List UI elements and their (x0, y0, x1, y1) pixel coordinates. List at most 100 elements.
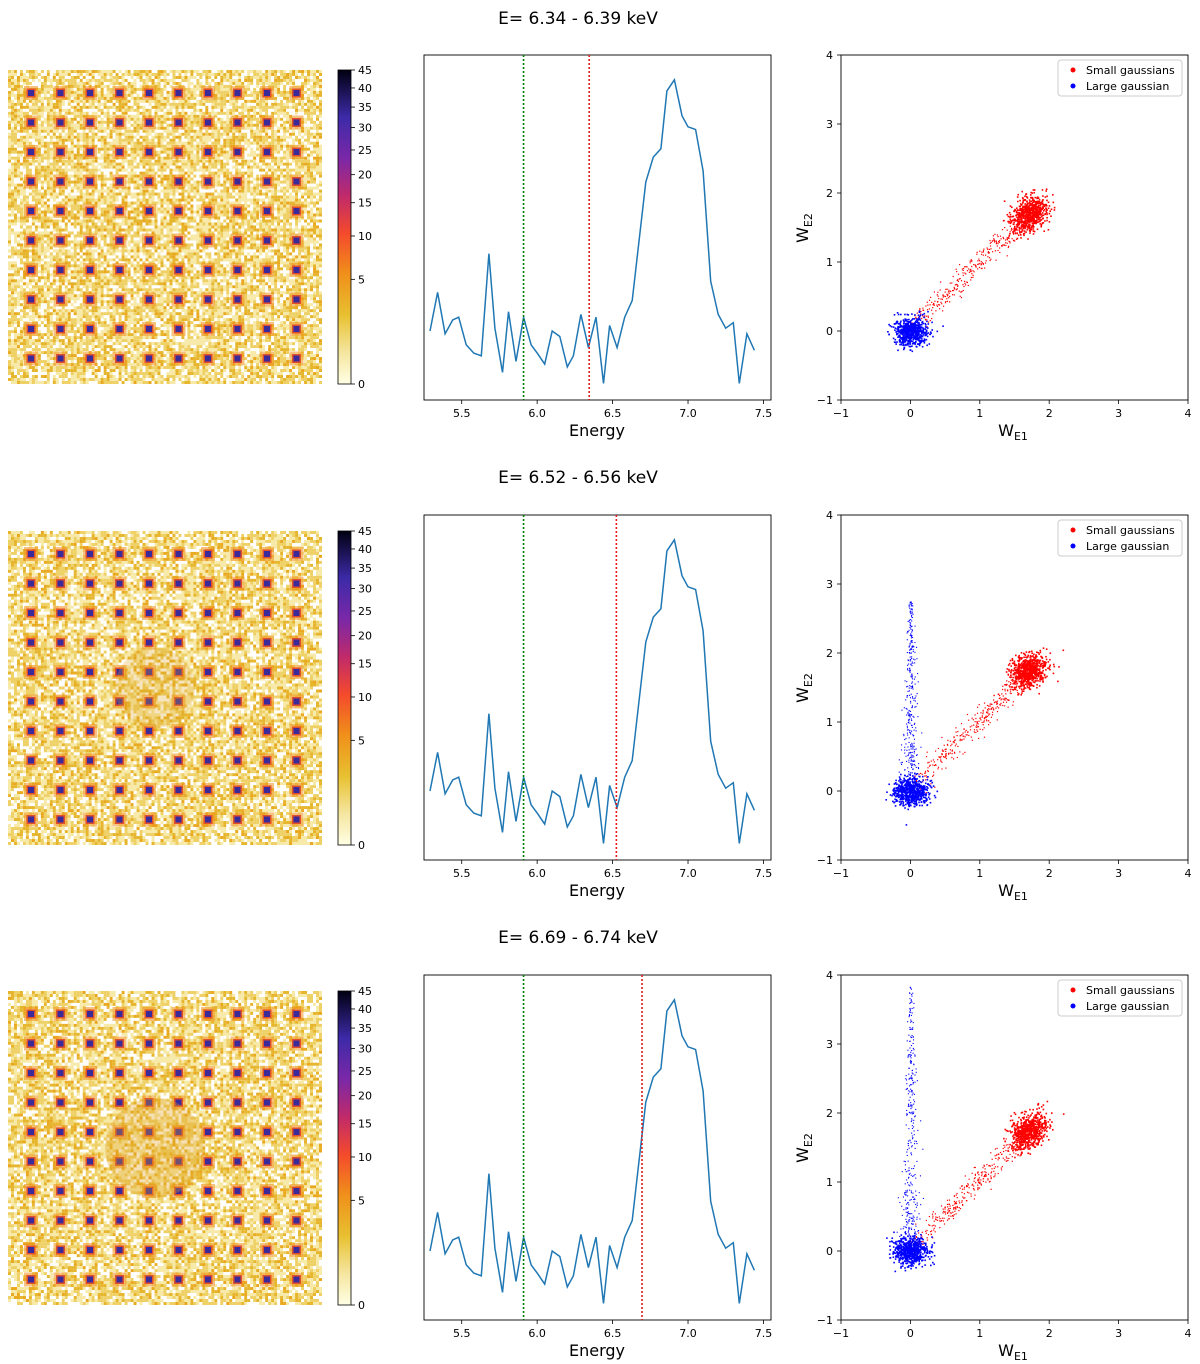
heatmap-pixel (139, 216, 143, 220)
heatmap-pixel (43, 210, 47, 214)
heatmap-pixel (103, 261, 107, 265)
heatmap-pixel (76, 249, 80, 253)
heatmap-pixel (10, 99, 14, 103)
heatmap-pixel (13, 135, 17, 139)
heatmap-pixel (22, 288, 26, 292)
heatmap-pixel (13, 126, 17, 130)
heatmap-pixel (22, 315, 26, 319)
heatmap-pixel (124, 381, 128, 384)
heatmap-pixel (61, 336, 65, 340)
heatmap-pixel (40, 348, 44, 352)
heatmap-pixel (22, 192, 26, 196)
heatmap-pixel (52, 111, 56, 115)
heatmap-pixel (55, 312, 59, 316)
heatmap-pixel (76, 288, 80, 292)
heatmap-pixel (148, 171, 152, 175)
heatmap-pixel (130, 324, 134, 328)
heatmap-pixel (67, 174, 71, 178)
heatmap-pixel (37, 312, 41, 316)
heatmap-pixel (136, 219, 140, 223)
heatmap-pixel (100, 207, 104, 211)
heatmap-pixel (130, 222, 134, 226)
heatmap-pixel (103, 144, 107, 148)
heatmap-pixel (91, 318, 95, 322)
heatmap-pixel (46, 228, 50, 232)
heatmap-pixel (43, 70, 47, 73)
heatmap-pixel (64, 78, 68, 82)
heatmap-pixel (64, 258, 68, 262)
heatmap-pixel (46, 165, 50, 169)
heatmap-pixel (97, 324, 101, 328)
heatmap-pixel (85, 258, 89, 262)
heatmap-pixel (127, 264, 131, 268)
heatmap-pixel (112, 261, 116, 265)
heatmap-pixel (13, 330, 17, 334)
heatmap-pixel (115, 168, 119, 172)
heatmap-pixel (70, 351, 74, 355)
heatmap-pixel (10, 150, 14, 154)
heatmap-pixel (73, 351, 77, 355)
heatmap-pixel (88, 228, 92, 232)
heatmap-pixel (70, 258, 74, 262)
heatmap-pixel (28, 171, 32, 175)
heatmap-pixel (103, 297, 107, 301)
heatmap-pixel (85, 342, 89, 346)
heatmap-pixel (52, 70, 56, 73)
heatmap-pixel (106, 342, 110, 346)
heatmap-pixel (73, 309, 77, 313)
heatmap-pixel (136, 354, 140, 358)
heatmap-pixel (100, 303, 104, 307)
heatmap-pixel (145, 225, 149, 229)
heatmap-pixel (109, 171, 113, 175)
heatmap-pixel (8, 70, 11, 73)
heatmap-pixel (136, 165, 140, 169)
heatmap-pixel (85, 225, 89, 229)
heatmap-pixel (106, 327, 110, 331)
heatmap-pixel (13, 228, 17, 232)
heatmap-pixel (133, 201, 137, 205)
heatmap-pixel (19, 198, 23, 202)
heatmap-pixel (67, 162, 71, 166)
heatmap-pixel (139, 315, 143, 319)
heatmap-pixel (121, 78, 125, 82)
heatmap-pixel (40, 120, 44, 124)
heatmap-pixel (10, 255, 14, 259)
heatmap-pixel (10, 141, 14, 145)
heatmap-pixel (85, 72, 89, 76)
heatmap-pixel (115, 381, 119, 384)
heatmap-pixel (70, 354, 74, 358)
heatmap-pixel (124, 288, 128, 292)
heatmap-pixel (124, 135, 128, 139)
heatmap-pixel (94, 171, 98, 175)
heatmap-pixel (109, 75, 113, 79)
heatmap-pixel (112, 141, 116, 145)
heatmap-pixel (136, 369, 140, 373)
heatmap-pixel (61, 225, 65, 229)
heatmap-pixel (73, 294, 77, 298)
heatmap-pixel (109, 342, 113, 346)
heatmap-pixel (91, 309, 95, 313)
heatmap-pixel (49, 183, 53, 187)
heatmap-pixel (127, 336, 131, 340)
heatmap-pixel (13, 114, 17, 118)
heatmap-pixel (148, 132, 152, 136)
heatmap-pixel (10, 183, 14, 187)
heatmap-pixel (61, 306, 65, 310)
heatmap-pixel (76, 261, 80, 265)
heatmap-pixel (43, 261, 47, 265)
heatmap-pixel (52, 231, 56, 235)
heatmap-pixel (130, 264, 134, 268)
heatmap-pixel (130, 120, 134, 124)
heatmap-pixel (31, 231, 35, 235)
heatmap-pixel (19, 210, 23, 214)
heatmap-pixel (130, 192, 134, 196)
heatmap-pixel (28, 252, 32, 256)
heatmap-pixel (10, 144, 14, 148)
heatmap-pixel (115, 216, 119, 220)
heatmap-pixel (106, 339, 110, 343)
heatmap-pixel (94, 255, 98, 259)
heatmap-pixel (118, 108, 122, 112)
heatmap-pixel (139, 117, 143, 121)
heatmap-pixel (61, 135, 65, 139)
heatmap-pixel (127, 312, 131, 316)
